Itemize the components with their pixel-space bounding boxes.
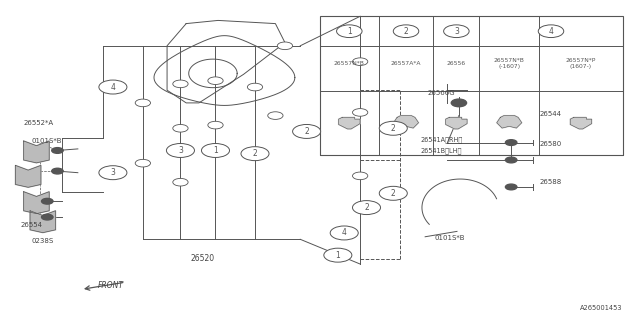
Text: 3: 3 xyxy=(111,168,115,177)
Circle shape xyxy=(292,124,321,139)
Circle shape xyxy=(324,248,352,262)
Circle shape xyxy=(52,168,63,174)
Circle shape xyxy=(337,25,362,37)
Polygon shape xyxy=(30,211,56,233)
Circle shape xyxy=(52,148,63,153)
Text: 2: 2 xyxy=(253,149,257,158)
Text: 26557N*P
(1607-): 26557N*P (1607-) xyxy=(566,58,596,69)
Text: 26552*A: 26552*A xyxy=(24,120,54,125)
Circle shape xyxy=(241,147,269,161)
Circle shape xyxy=(506,157,517,163)
Polygon shape xyxy=(24,192,49,214)
Text: 2: 2 xyxy=(391,124,396,133)
Circle shape xyxy=(506,184,517,190)
Circle shape xyxy=(247,83,262,91)
Text: 26520: 26520 xyxy=(190,254,214,263)
Text: 26557A*A: 26557A*A xyxy=(391,61,421,66)
Text: 3: 3 xyxy=(178,146,183,155)
Circle shape xyxy=(444,25,469,37)
Bar xyxy=(320,16,623,155)
Text: 26544: 26544 xyxy=(540,111,562,117)
Text: 4: 4 xyxy=(342,228,347,237)
Circle shape xyxy=(268,112,283,119)
Polygon shape xyxy=(24,141,49,163)
Polygon shape xyxy=(339,117,360,129)
Polygon shape xyxy=(497,116,522,128)
Text: 0238S: 0238S xyxy=(32,238,54,244)
Text: 1: 1 xyxy=(335,251,340,260)
Text: 2: 2 xyxy=(391,189,396,198)
Circle shape xyxy=(173,178,188,186)
Text: 26554: 26554 xyxy=(20,222,42,228)
Text: 0101S*B: 0101S*B xyxy=(32,138,63,144)
Text: A265001453: A265001453 xyxy=(580,305,623,311)
Text: 2: 2 xyxy=(364,203,369,212)
Polygon shape xyxy=(394,116,419,128)
Circle shape xyxy=(380,121,407,135)
Circle shape xyxy=(135,159,150,167)
Circle shape xyxy=(330,226,358,240)
Text: 26541B〈LH〉: 26541B〈LH〉 xyxy=(420,147,462,154)
Circle shape xyxy=(42,198,53,204)
Circle shape xyxy=(353,201,381,215)
Text: 1: 1 xyxy=(347,27,352,36)
Text: 26566G: 26566G xyxy=(427,90,454,96)
Circle shape xyxy=(353,172,368,180)
Text: 0101S*B: 0101S*B xyxy=(435,235,465,241)
Circle shape xyxy=(202,143,230,157)
Text: 1: 1 xyxy=(213,146,218,155)
Circle shape xyxy=(277,42,292,50)
Text: 26556: 26556 xyxy=(447,61,466,66)
Text: 4: 4 xyxy=(548,27,554,36)
Text: 26557N*B
(-1607): 26557N*B (-1607) xyxy=(494,58,525,69)
Circle shape xyxy=(166,143,195,157)
Circle shape xyxy=(173,80,188,88)
Circle shape xyxy=(99,166,127,180)
Polygon shape xyxy=(445,117,467,129)
Text: 3: 3 xyxy=(454,27,459,36)
Circle shape xyxy=(451,99,467,107)
Text: 26557N*B: 26557N*B xyxy=(334,61,365,66)
Circle shape xyxy=(208,121,223,129)
Text: 2: 2 xyxy=(404,27,408,36)
Circle shape xyxy=(135,99,150,107)
Circle shape xyxy=(353,58,368,66)
Text: 26588: 26588 xyxy=(540,179,562,185)
Circle shape xyxy=(173,124,188,132)
Circle shape xyxy=(538,25,564,37)
Circle shape xyxy=(353,108,368,116)
Polygon shape xyxy=(15,165,41,187)
Circle shape xyxy=(380,186,407,200)
Circle shape xyxy=(394,25,419,37)
Text: 26541A〈RH〉: 26541A〈RH〉 xyxy=(420,136,463,143)
Text: 2: 2 xyxy=(304,127,309,136)
Circle shape xyxy=(208,77,223,84)
Circle shape xyxy=(506,140,517,145)
Text: 4: 4 xyxy=(111,83,115,92)
Polygon shape xyxy=(570,117,591,129)
Text: 26580: 26580 xyxy=(540,140,562,147)
Circle shape xyxy=(99,80,127,94)
Circle shape xyxy=(42,214,53,220)
Text: FRONT: FRONT xyxy=(99,281,124,290)
